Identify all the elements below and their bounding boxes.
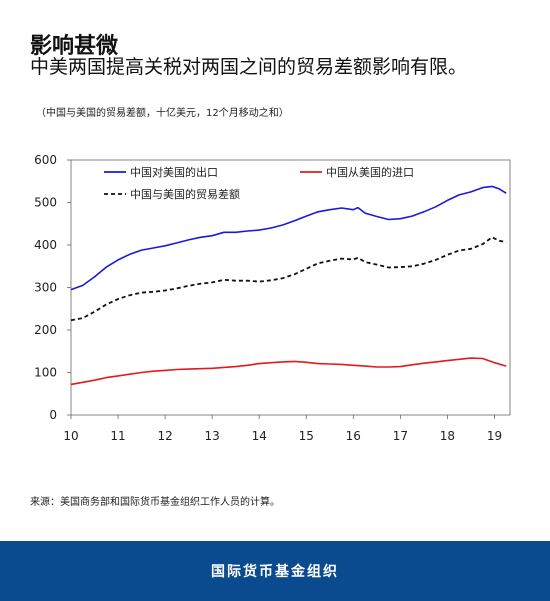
x-tick-label: 10 — [63, 429, 78, 440]
x-tick-label: 11 — [110, 429, 125, 440]
y-tick-label: 400 — [34, 238, 57, 252]
chart-title: 影响甚微 — [30, 34, 119, 59]
x-tick-label: 14 — [252, 429, 267, 440]
source-note: 来源：美国商务部和国际货币基金组织工作人员的计算。 — [30, 497, 280, 508]
legend-label-0: 中国对美国的出口 — [130, 165, 218, 179]
series-line-1 — [70, 357, 507, 386]
y-tick-label: 500 — [34, 196, 57, 210]
x-tick-label: 16 — [346, 429, 361, 440]
legend-label-2: 中国与美国的贸易差额 — [130, 187, 240, 201]
legend-label-1: 中国从美国的进口 — [326, 165, 414, 179]
x-tick-label: 17 — [393, 429, 408, 440]
y-tick-label: 600 — [34, 153, 57, 167]
chart-tick-labels: 0 100 200 300 400 500 600 10 11 12 13 14 15 16 17 18 19 — [34, 153, 502, 440]
y-tick-label: 300 — [34, 281, 57, 295]
y-tick-label: 0 — [49, 408, 57, 422]
footer-org-name: 国际货币基金组织 — [211, 564, 339, 580]
chart-axes — [67, 159, 511, 419]
chart-series-lines — [70, 185, 507, 386]
y-tick-label: 100 — [34, 366, 57, 380]
x-tick-label: 18 — [440, 429, 455, 440]
series-line-0 — [70, 185, 507, 291]
x-tick-label: 19 — [487, 429, 502, 440]
chart-subtitle: 中美两国提高关税对两国之间的贸易差额影响有限。 — [30, 56, 468, 78]
y-tick-label: 200 — [34, 323, 57, 337]
series-line-2 — [70, 236, 507, 322]
x-tick-label: 13 — [205, 429, 220, 440]
footer-bar: 国际货币基金组织 — [0, 541, 550, 601]
x-tick-label: 12 — [157, 429, 172, 440]
chart-note: （中国与美国的贸易差额，十亿美元，12个月移动之和） — [36, 108, 289, 119]
x-tick-label: 15 — [299, 429, 314, 440]
